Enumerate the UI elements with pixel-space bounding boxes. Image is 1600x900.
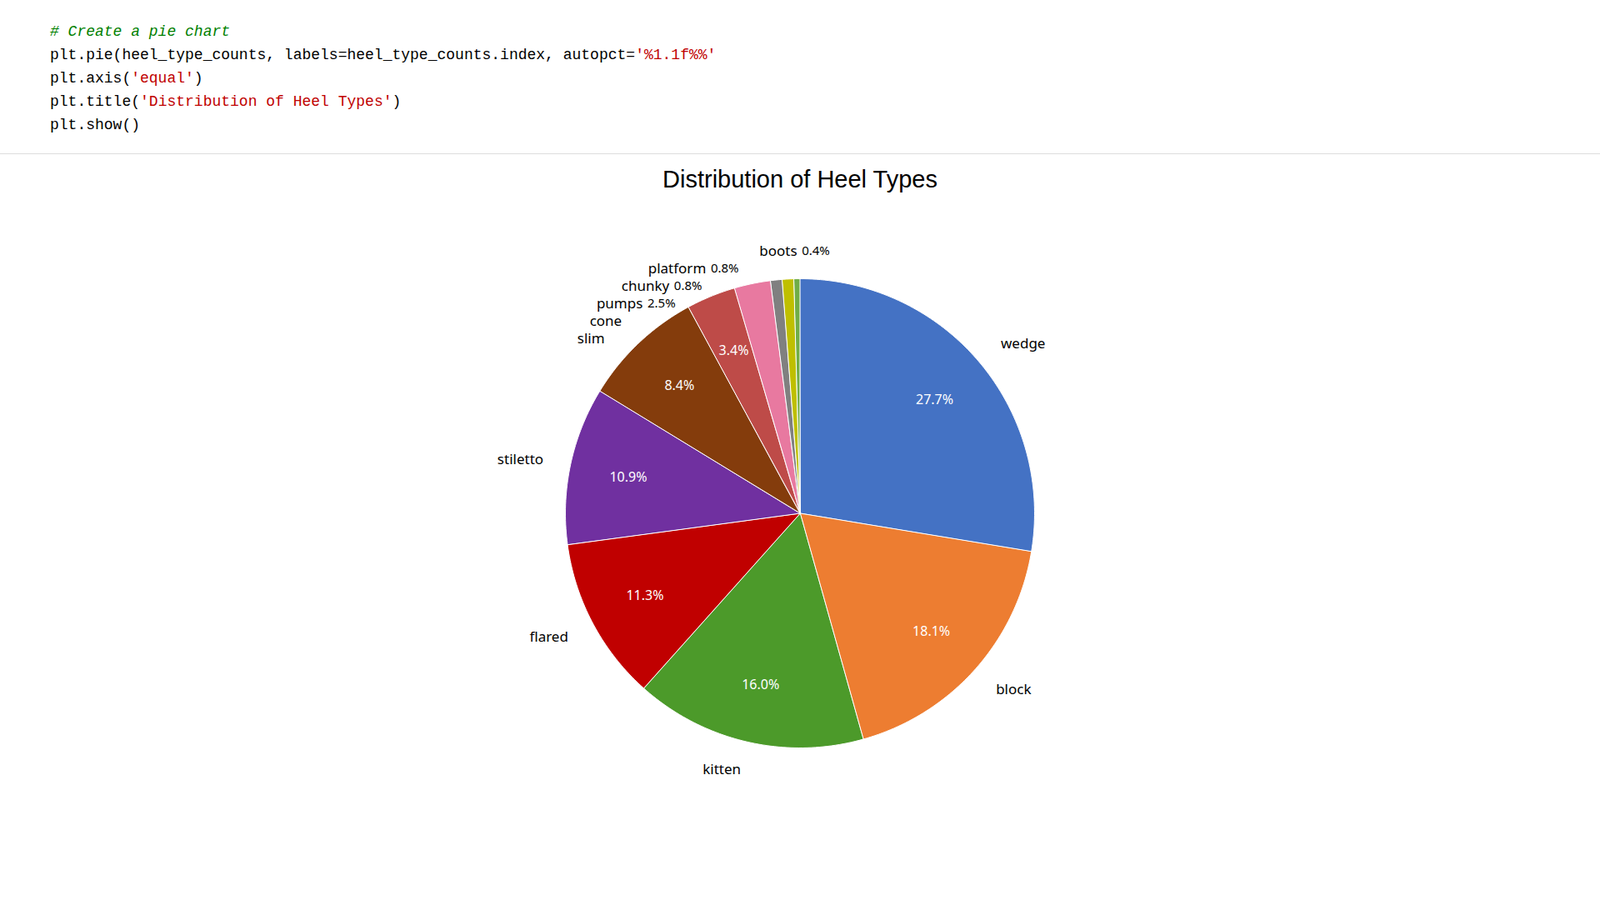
svg-text:10.9%: 10.9% [609, 467, 647, 486]
html-text:# Create a pie chart: # Create a pie chart [50, 23, 230, 40]
html-text:Distribution of Heel Types: Distribution of Heel Types [662, 165, 938, 193]
svg-text:2.5%: 2.5% [647, 294, 676, 311]
svg-text:cone: cone [590, 310, 623, 330]
html-text:plt.title('Distribution of Hee: plt.title('Distribution of Heel Types') [50, 93, 402, 110]
svg-text:stiletto: stiletto [497, 449, 544, 469]
svg-text:flared: flared [529, 625, 569, 645]
svg-text:platform: platform [648, 258, 707, 278]
svg-text:3.4%: 3.4% [719, 340, 750, 360]
svg-text:0.8%: 0.8% [710, 259, 740, 276]
svg-text:8.4%: 8.4% [664, 375, 695, 395]
svg-text:11.3%: 11.3% [625, 585, 664, 605]
svg-text:wedge: wedge [1000, 333, 1045, 353]
html-text:plt.pie(heel_type_counts, labe: plt.pie(heel_type_counts, labels=heel_ty… [50, 46, 717, 64]
svg-text:0.8%: 0.8% [674, 276, 703, 294]
svg-text:block: block [995, 678, 1031, 698]
svg-text:16.0%: 16.0% [741, 675, 780, 694]
svg-text:boots: boots [759, 240, 797, 260]
html-text:plt.show(): plt.show() [50, 116, 140, 134]
svg-text:pumps: pumps [596, 293, 643, 313]
svg-text:27.7%: 27.7% [915, 390, 954, 409]
svg-text:chunky: chunky [621, 275, 670, 295]
svg-text:18.1%: 18.1% [912, 621, 950, 640]
svg-text:kitten: kitten [702, 759, 741, 779]
svg-text:slim: slim [577, 328, 605, 348]
svg-text:0.4%: 0.4% [801, 241, 830, 259]
html-text:plt.axis('equal'): plt.axis('equal') [50, 70, 204, 87]
